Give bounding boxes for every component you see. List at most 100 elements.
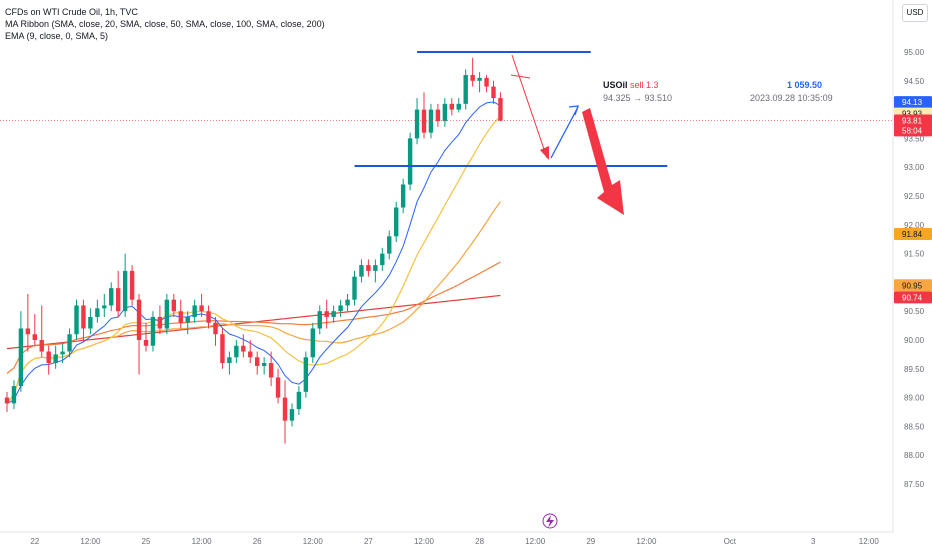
candle <box>491 86 496 99</box>
price-tag-label: 91.84 <box>902 230 923 239</box>
candle <box>164 299 170 329</box>
candle <box>206 311 211 323</box>
candle <box>25 328 31 335</box>
price-tag <box>894 228 932 241</box>
lightning-icon[interactable] <box>542 513 558 529</box>
candle <box>268 363 274 378</box>
time-tick-label: 27 <box>364 537 373 546</box>
candle <box>261 363 267 366</box>
time-tick-label: 12:00 <box>192 537 213 546</box>
candle <box>81 305 86 329</box>
candle <box>275 377 281 398</box>
candle <box>129 270 135 300</box>
candle <box>366 265 371 271</box>
candle <box>449 103 454 110</box>
price-tag-label: 93.93 <box>902 110 923 119</box>
candle <box>220 334 225 364</box>
price-tag-label: 58:04 <box>902 126 923 135</box>
time-tick-label: 12:00 <box>525 537 546 546</box>
price-tag <box>894 96 932 109</box>
blue-arrow-head <box>568 105 579 116</box>
price-tag <box>894 124 932 137</box>
sma50-line <box>6 201 501 404</box>
trade-side: sell 1.3 <box>630 80 659 90</box>
time-tick-label: 3 <box>811 537 816 546</box>
candle <box>331 311 336 317</box>
price-tick-label: 88.50 <box>904 422 925 431</box>
candle <box>338 305 343 312</box>
candle <box>442 103 448 122</box>
candle <box>32 334 37 340</box>
candle <box>470 75 475 81</box>
candle <box>95 308 100 317</box>
price-tick-label: 91.50 <box>904 250 925 259</box>
legend-ema[interactable]: EMA (9, close, 0, SMA, 5) <box>5 31 109 41</box>
candle <box>150 316 156 346</box>
price-tag-label: 93.81 <box>902 117 923 126</box>
time-tick-label: 25 <box>142 537 151 546</box>
legend-symbol: CFDs on WTI Crude Oil, 1h, TVC <box>5 7 138 17</box>
time-tick-label: 22 <box>30 537 39 546</box>
price-tick-label: 90.00 <box>904 336 925 345</box>
time-tick-label: 12:00 <box>414 537 435 546</box>
candle <box>400 184 406 208</box>
candle <box>11 386 17 404</box>
price-tick-label: 89.50 <box>904 365 925 374</box>
price-tag-label: 90.95 <box>902 281 923 290</box>
candle <box>373 265 378 271</box>
sma100-line <box>6 261 501 374</box>
big-down-arrow[interactable] <box>582 108 624 215</box>
time-tick-label: Oct <box>724 537 737 546</box>
candle <box>74 305 79 335</box>
legend-ma-ribbon[interactable]: MA Ribbon (SMA, close, 20, SMA, close, 5… <box>5 19 325 29</box>
candle <box>428 109 434 133</box>
price-tick-label: 92.50 <box>904 192 925 201</box>
sma20-line <box>6 115 501 404</box>
price-tick-label: 95.00 <box>904 48 925 57</box>
candle <box>255 357 260 366</box>
candle <box>484 77 489 87</box>
candle <box>171 299 176 312</box>
time-tick-label: 12:00 <box>636 537 657 546</box>
candle <box>324 311 329 317</box>
candle <box>88 316 93 329</box>
candle <box>109 288 114 306</box>
time-tick-label: 12:00 <box>859 537 880 546</box>
currency-button[interactable]: USD <box>902 4 928 22</box>
trade-label: USOil sell 1.3 <box>603 80 659 90</box>
candle <box>477 77 482 81</box>
price-tick-label: 89.00 <box>904 394 925 403</box>
trade-route: 94.325 → 93.510 <box>603 93 673 103</box>
candle <box>248 351 253 358</box>
candle <box>289 409 295 421</box>
price-tick-label: 94.50 <box>904 77 925 86</box>
candle <box>199 305 204 312</box>
candle <box>359 265 364 277</box>
candle <box>102 305 107 309</box>
time-tick-label: 28 <box>475 537 484 546</box>
candle <box>435 109 441 122</box>
trade-timestamp: 2023.09.28 10:35:09 <box>750 93 833 103</box>
candle <box>122 270 128 312</box>
candle <box>303 357 309 392</box>
candle <box>53 354 58 364</box>
candle <box>352 276 357 300</box>
candle <box>46 351 51 364</box>
candle <box>387 236 392 254</box>
price-tick-label: 93.00 <box>904 163 925 172</box>
time-tick-label: 26 <box>253 537 262 546</box>
small-down-arrow[interactable] <box>511 54 548 159</box>
time-tick-label: 29 <box>586 537 595 546</box>
price-tag <box>894 114 932 127</box>
candle <box>234 345 239 358</box>
chart-legend: CFDs on WTI Crude Oil, 1h, TVC MA Ribbon… <box>5 6 325 42</box>
candle <box>136 299 142 340</box>
candle <box>143 340 149 346</box>
candle <box>60 351 65 355</box>
trade-symbol: USOil <box>603 80 628 90</box>
price-tag-label: 90.74 <box>902 293 923 302</box>
trade-value: 1 059.50 <box>787 80 823 90</box>
candle <box>421 109 427 133</box>
blue-up-arrow[interactable] <box>550 106 579 159</box>
